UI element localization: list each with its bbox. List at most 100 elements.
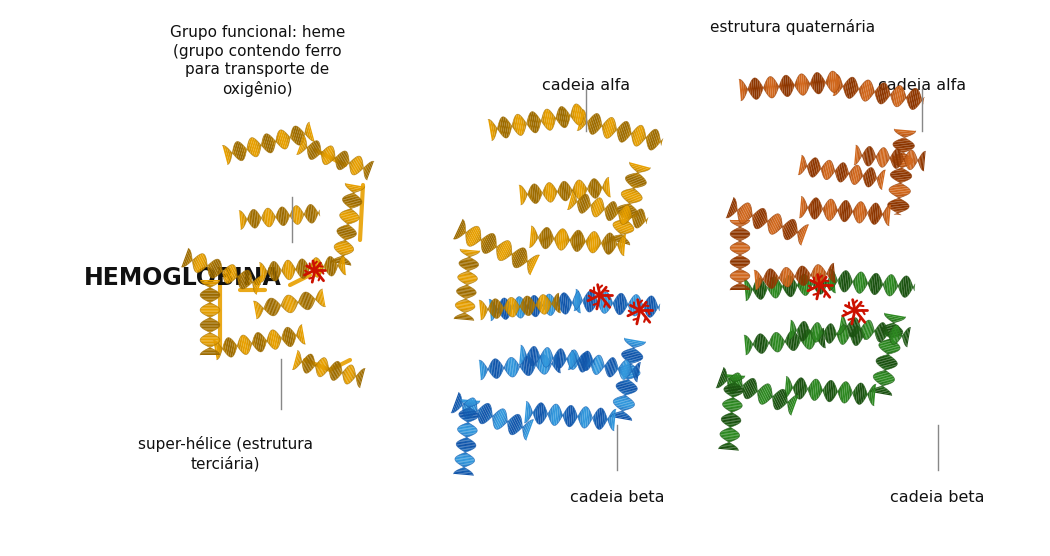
Polygon shape — [523, 298, 526, 314]
Polygon shape — [616, 384, 637, 389]
Polygon shape — [523, 118, 526, 130]
Polygon shape — [308, 142, 314, 157]
Polygon shape — [732, 230, 748, 231]
Polygon shape — [758, 209, 765, 229]
Polygon shape — [856, 320, 859, 336]
Polygon shape — [484, 234, 495, 254]
Polygon shape — [534, 295, 538, 317]
Polygon shape — [833, 272, 836, 289]
Polygon shape — [808, 384, 811, 394]
Polygon shape — [608, 415, 610, 424]
Polygon shape — [614, 297, 616, 310]
Polygon shape — [887, 91, 890, 98]
Polygon shape — [870, 391, 891, 396]
Polygon shape — [790, 395, 799, 415]
Polygon shape — [253, 278, 257, 289]
Polygon shape — [569, 351, 572, 368]
Polygon shape — [518, 296, 522, 318]
Polygon shape — [624, 350, 642, 354]
Polygon shape — [597, 237, 601, 249]
Polygon shape — [827, 380, 831, 402]
Polygon shape — [484, 364, 486, 375]
Polygon shape — [828, 324, 832, 344]
Polygon shape — [315, 257, 318, 277]
Polygon shape — [623, 205, 635, 208]
Polygon shape — [879, 346, 899, 351]
Polygon shape — [455, 459, 475, 463]
Polygon shape — [502, 365, 504, 371]
Polygon shape — [250, 279, 252, 285]
Polygon shape — [466, 408, 472, 409]
Polygon shape — [349, 366, 354, 384]
Polygon shape — [344, 210, 356, 213]
Polygon shape — [539, 403, 542, 424]
Polygon shape — [867, 167, 873, 187]
Polygon shape — [334, 245, 354, 250]
Polygon shape — [364, 162, 371, 178]
Polygon shape — [552, 300, 554, 307]
Polygon shape — [583, 182, 585, 197]
Polygon shape — [861, 273, 865, 292]
Polygon shape — [591, 358, 594, 370]
Polygon shape — [623, 393, 628, 395]
Polygon shape — [226, 338, 231, 357]
Polygon shape — [658, 304, 660, 311]
Polygon shape — [802, 274, 805, 296]
Polygon shape — [876, 153, 878, 160]
Polygon shape — [800, 225, 808, 245]
Polygon shape — [458, 275, 477, 277]
Polygon shape — [905, 327, 909, 346]
Polygon shape — [788, 398, 793, 409]
Polygon shape — [819, 383, 821, 398]
Polygon shape — [478, 405, 484, 420]
Polygon shape — [524, 351, 526, 360]
Polygon shape — [456, 307, 475, 310]
Polygon shape — [731, 221, 750, 223]
Polygon shape — [613, 206, 617, 219]
Polygon shape — [620, 294, 624, 315]
Polygon shape — [517, 297, 520, 318]
Polygon shape — [848, 319, 853, 335]
Polygon shape — [504, 365, 506, 371]
Polygon shape — [622, 353, 643, 358]
Polygon shape — [566, 110, 569, 123]
Polygon shape — [727, 428, 734, 429]
Polygon shape — [618, 208, 623, 220]
Polygon shape — [737, 227, 743, 229]
Polygon shape — [548, 349, 550, 366]
Polygon shape — [613, 224, 634, 231]
Polygon shape — [875, 380, 891, 384]
Polygon shape — [615, 209, 618, 216]
Polygon shape — [656, 135, 660, 147]
Polygon shape — [293, 126, 299, 145]
Polygon shape — [311, 262, 313, 274]
Polygon shape — [613, 401, 634, 406]
Polygon shape — [730, 247, 750, 248]
Polygon shape — [631, 186, 637, 188]
Polygon shape — [734, 206, 737, 214]
Polygon shape — [193, 256, 196, 266]
Polygon shape — [874, 378, 894, 383]
Polygon shape — [460, 399, 480, 403]
Polygon shape — [865, 279, 867, 287]
Polygon shape — [201, 280, 219, 281]
Polygon shape — [812, 379, 815, 400]
Polygon shape — [832, 200, 835, 220]
Polygon shape — [461, 418, 477, 420]
Polygon shape — [813, 269, 815, 281]
Polygon shape — [495, 409, 503, 429]
Polygon shape — [528, 404, 530, 421]
Polygon shape — [727, 378, 742, 380]
Polygon shape — [303, 132, 306, 136]
Polygon shape — [602, 205, 605, 213]
Polygon shape — [549, 351, 552, 365]
Polygon shape — [880, 148, 882, 167]
Polygon shape — [569, 191, 575, 210]
Polygon shape — [796, 270, 799, 282]
Polygon shape — [872, 87, 875, 96]
Polygon shape — [544, 408, 547, 420]
Polygon shape — [273, 138, 276, 146]
Polygon shape — [457, 292, 476, 296]
Polygon shape — [894, 325, 899, 345]
Polygon shape — [570, 351, 574, 370]
